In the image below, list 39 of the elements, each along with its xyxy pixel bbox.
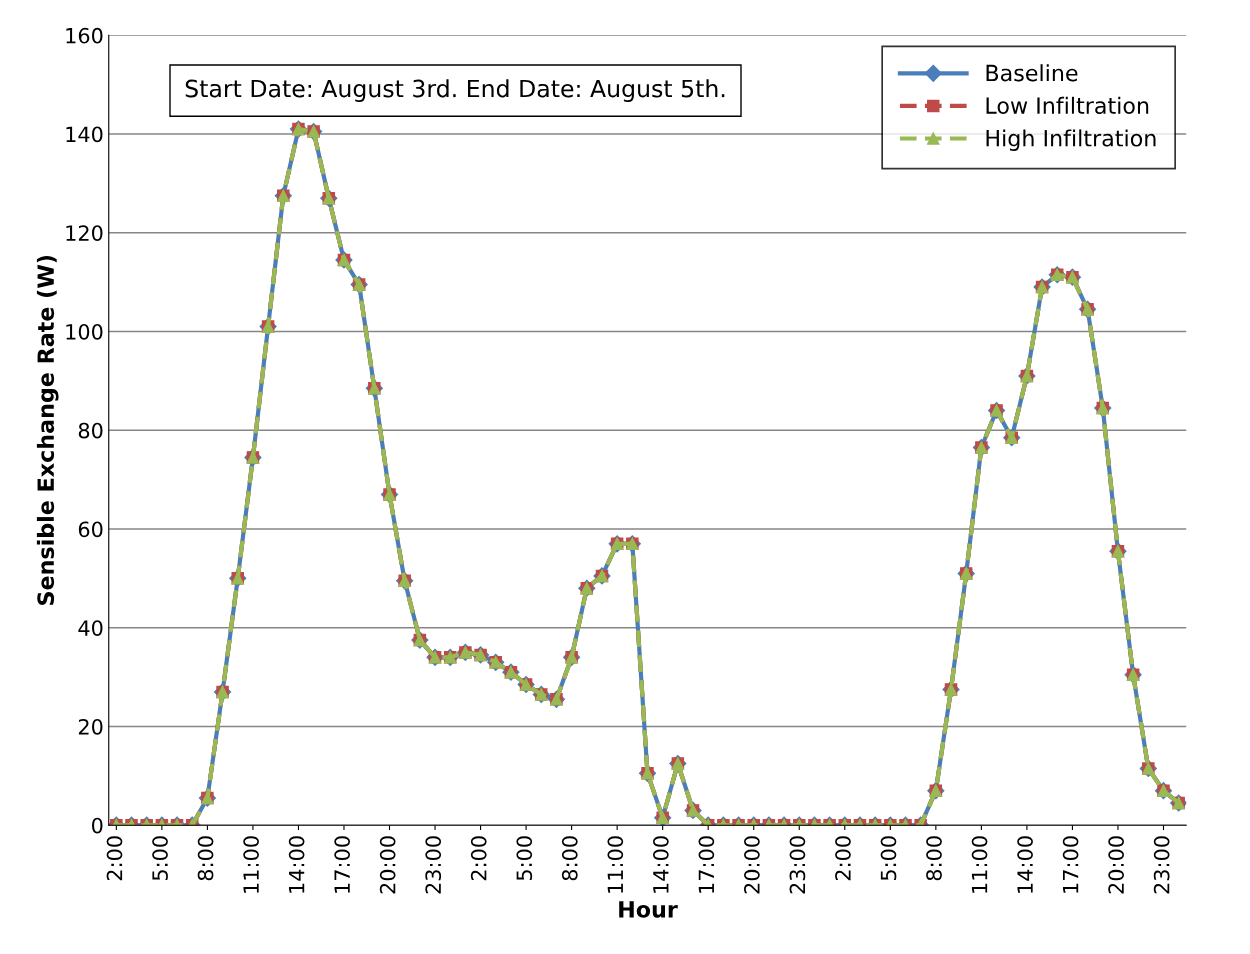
- x-tick-label: 14:00: [288, 836, 305, 893]
- legend-label: High Infiltration: [986, 129, 1156, 151]
- x-tick-label: 14:00: [652, 836, 669, 893]
- legend-label: Low Infiltration: [986, 96, 1149, 115]
- y-tick-label: 160: [66, 27, 103, 44]
- y-tick-label: 40: [78, 620, 103, 636]
- y-tick-label: 0: [92, 817, 103, 834]
- annotation: Start Date: August 3rd. End Date: August 5th.: [185, 79, 725, 103]
- x-tick-label: 11:00: [243, 836, 259, 893]
- x-tick-label: 2:00: [835, 836, 851, 881]
- x-tick-label: 14:00: [1017, 836, 1033, 893]
- x-tick-label: 8:00: [561, 836, 578, 881]
- legend-label: Baseline: [986, 64, 1078, 82]
- x-tick-label: 23:00: [425, 836, 442, 894]
- x-tick-label: 8:00: [926, 836, 942, 881]
- y-tick-label: 20: [78, 718, 103, 735]
- x-tick-label: 17:00: [334, 836, 351, 893]
- x-tick-label: 2:00: [106, 836, 123, 881]
- y-tick-label: 120: [66, 225, 103, 241]
- x-tick-label: 5:00: [152, 836, 168, 881]
- x-axis-title: Hour: [619, 901, 678, 918]
- y-tick-label: 60: [78, 521, 103, 538]
- x-tick-label: 23:00: [1153, 836, 1170, 894]
- x-tick-label: 11:00: [971, 836, 988, 893]
- x-tick-label: 20:00: [1108, 836, 1124, 894]
- x-tick-label: 2:00: [470, 836, 487, 881]
- x-tick-label: 20:00: [379, 836, 396, 894]
- x-tick-label: 5:00: [880, 836, 897, 881]
- y-tick-label: 80: [78, 422, 103, 439]
- x-tick-label: 20:00: [744, 836, 760, 894]
- x-tick-label: 5:00: [516, 836, 533, 881]
- x-tick-label: 17:00: [698, 836, 715, 893]
- x-tick-label: 8:00: [197, 836, 214, 881]
- x-tick-label: 17:00: [1062, 836, 1079, 893]
- y-axis-title: Sensible Exchange Rate (W): [36, 255, 59, 605]
- y-tick-label: 100: [66, 323, 103, 340]
- y-tick-label: 140: [66, 126, 103, 143]
- x-tick-label: 23:00: [789, 836, 806, 894]
- x-tick-label: 11:00: [607, 836, 624, 893]
